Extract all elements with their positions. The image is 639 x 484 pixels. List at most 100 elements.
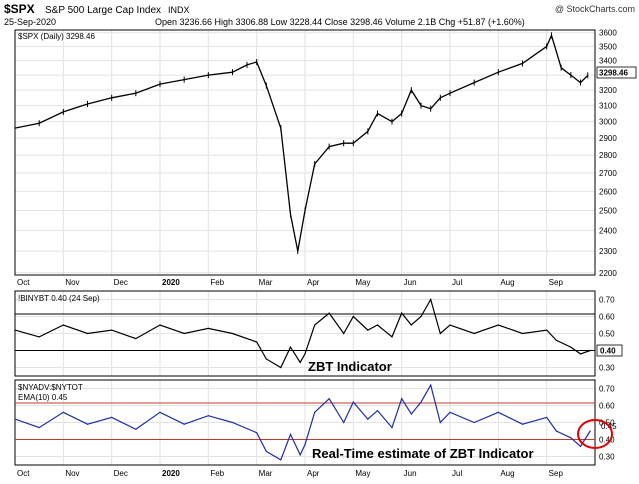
price-y-tick-label: 2600 <box>599 187 617 196</box>
x-tick-label-bottom: Dec <box>114 469 128 478</box>
ind-y-tick-label: 0.40 <box>599 436 615 445</box>
price-y-tick-label: 2700 <box>599 169 617 178</box>
ind-point <box>256 341 258 343</box>
ind-point <box>449 411 451 413</box>
x-tick-label: Nov <box>65 278 79 287</box>
x-tick-label-bottom: Feb <box>210 469 224 478</box>
ind1-panel-frame <box>14 290 596 377</box>
price-y-tick-label: 3500 <box>599 42 617 51</box>
x-tick-label: Feb <box>210 278 224 287</box>
x-tick-label: Mar <box>259 278 273 287</box>
price-y-tick-label: 3600 <box>599 29 617 38</box>
chart-date: 25-Sep-2020 <box>4 17 56 27</box>
x-tick-label-bottom: 2020 <box>162 469 180 478</box>
ind-point <box>38 427 40 429</box>
price-y-tick-label: 2200 <box>599 269 617 278</box>
ind-point <box>401 312 403 314</box>
last-value-box <box>596 66 637 79</box>
ind-point <box>376 410 379 412</box>
ind-point <box>589 430 591 432</box>
price-last-value-tag: 3298.46 <box>596 66 637 79</box>
x-tick-label: May <box>355 278 370 287</box>
ind-point <box>38 336 40 338</box>
x-tick-label: 2020 <box>162 278 180 287</box>
ind-point <box>376 324 379 326</box>
ind-point <box>289 433 292 435</box>
x-tick-label: Oct <box>17 278 30 287</box>
ind-point <box>299 361 301 363</box>
ind-point <box>86 423 89 425</box>
x-tick-label-bottom: Mar <box>259 469 273 478</box>
ind2-series-group <box>14 383 595 461</box>
ind-point <box>231 421 234 424</box>
price-y-tick-label: 2900 <box>599 134 617 143</box>
x-tick-label: Aug <box>500 278 514 287</box>
ind-point <box>546 416 548 418</box>
ind-point <box>473 421 475 424</box>
ind-y-tick-label: 0.70 <box>599 385 615 394</box>
ind-point <box>328 398 330 400</box>
x-tick-label-bottom: Oct <box>17 469 30 478</box>
ind-point <box>439 332 441 335</box>
symbol-title: $SPX <box>4 2 35 16</box>
ind-point <box>265 358 267 360</box>
ind-point <box>410 324 412 326</box>
ind2-ema-legend: EMA(10) 0.45 <box>18 393 68 402</box>
ind-y-tick-label: 0.70 <box>599 296 615 305</box>
x-tick-label-bottom: Nov <box>65 469 79 478</box>
ind-point <box>289 346 292 348</box>
ind-point <box>420 315 422 318</box>
ind-point <box>352 401 354 403</box>
ind-point <box>521 423 524 425</box>
x-tick-label-bottom: Aug <box>500 469 514 478</box>
price-y-tick-label: 2800 <box>599 151 617 160</box>
price-y-tick-label: 2400 <box>599 226 617 235</box>
ind-point <box>579 445 582 447</box>
ind-point <box>352 315 354 318</box>
ind-y-tick-label: 0.60 <box>599 402 615 411</box>
price-y-tick-label: 3200 <box>599 86 617 95</box>
ind-point <box>304 444 306 446</box>
ind1-y-axis: 0.30 0.40 0.50 0.60 0.70 <box>599 296 615 373</box>
ind-point <box>280 366 282 369</box>
ind-point <box>135 428 137 430</box>
ind-point <box>430 298 432 301</box>
zbt-indicator-panel: !BINYBT 0.40 (24 Sep) 0.300.400.500.600.… <box>14 290 623 377</box>
price-legend: $SPX (Daily) 3298.46 <box>18 32 95 41</box>
price-panel: $SPX (Daily) 3298.46 2200 2300 2400 2500 260… <box>14 29 637 278</box>
ind-point <box>314 324 316 326</box>
ind-point <box>391 336 393 338</box>
price-panel-frame <box>14 29 596 276</box>
ind-point <box>570 437 572 439</box>
ind-point <box>367 418 369 420</box>
zbt-estimate-annotation: Real-Time estimate of ZBT Indicator <box>312 446 534 461</box>
x-axis: Oct Nov Dec 2020 Feb Mar Apr May Jun Jul Aug Sep <box>17 278 563 287</box>
ind1-last-value: 0.40 <box>600 347 616 356</box>
ind-point <box>343 421 345 424</box>
ind-point <box>207 327 209 329</box>
ind-point <box>231 332 234 335</box>
exchange-code: INDX <box>168 5 190 15</box>
ind1-last-box <box>596 344 623 357</box>
price-last-value: 3298.46 <box>599 69 628 78</box>
ind-point <box>555 339 557 341</box>
ind1-legend: !BINYBT 0.40 (24 Sep) <box>18 294 100 303</box>
ind-point <box>159 411 161 413</box>
price-y-axis: 2200 2300 2400 2500 2600 2700 2800 2900 3000 3100… <box>599 29 617 278</box>
ind-point <box>62 324 64 326</box>
price-y-tick-label: 3000 <box>599 118 617 127</box>
ind-point <box>420 401 422 403</box>
ind-point <box>14 329 16 331</box>
zbt-estimate-panel: $NYADV:$NYTOT EMA(10) 0.45 0.300.400.500… <box>14 379 617 466</box>
ind-point <box>521 332 524 335</box>
ind-point <box>207 415 209 417</box>
price-y-tick-label: 3400 <box>599 57 617 66</box>
ind-point <box>111 329 113 331</box>
ind-point <box>280 459 282 461</box>
price-y-tick-label: 3100 <box>599 102 617 111</box>
price-y-tick-label: 2500 <box>599 206 617 215</box>
ind-point <box>86 332 89 335</box>
ind-point <box>473 332 475 335</box>
price-series-line <box>14 33 589 252</box>
